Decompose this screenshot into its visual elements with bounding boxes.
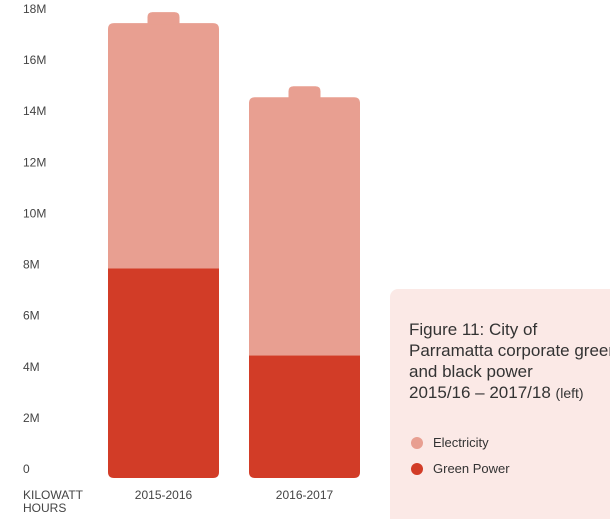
y-tick-label: 8M xyxy=(23,258,40,272)
battery-nub xyxy=(288,86,321,99)
y-tick-label: 2M xyxy=(23,411,40,425)
x-tick-label: 2015-2016 xyxy=(135,488,193,502)
y-tick-label: 16M xyxy=(23,53,46,67)
y-tick-label: 10M xyxy=(23,206,46,220)
bars xyxy=(108,12,360,478)
caption-title: Figure 11: City of Parramatta corporate … xyxy=(409,320,610,381)
y-tick-label: 14M xyxy=(23,104,46,118)
legend-swatch-electricity xyxy=(411,436,423,449)
caption-suffix: (left) xyxy=(555,385,584,401)
y-tick-label: 4M xyxy=(23,360,40,374)
x-axis-categories: 2015-2016 2016-2017 xyxy=(135,488,334,502)
bar-segment-electricity xyxy=(108,23,219,269)
y-tick-label: 6M xyxy=(23,309,40,323)
y-tick-label: 18M xyxy=(23,2,46,16)
legend-item-green-power: Green Power xyxy=(411,461,510,476)
y-axis-title-line1: KILOWATT xyxy=(23,488,84,502)
legend-label-electricity: Electricity xyxy=(433,435,489,450)
caption-years: 2015/16 – 2017/18 xyxy=(409,383,551,402)
y-axis-ticks: 0 2M 4M 6M 8M 10M 12M 14M 16M 18M xyxy=(23,2,46,476)
y-tick-label: 0 xyxy=(23,462,30,476)
battery-nub xyxy=(147,12,180,25)
caption-panel: Figure 11: City of Parramatta corporate … xyxy=(390,289,610,519)
figure-caption: Figure 11: City of Parramatta corporate … xyxy=(409,319,610,404)
bar-segment-green-power xyxy=(249,355,360,478)
legend-label-green-power: Green Power xyxy=(433,461,510,476)
legend-item-electricity: Electricity xyxy=(411,435,489,450)
y-tick-label: 12M xyxy=(23,155,46,169)
bar-segment-electricity xyxy=(249,97,360,356)
x-tick-label: 2016-2017 xyxy=(276,488,334,502)
bar-segment-green-power xyxy=(108,268,219,478)
legend-swatch-green-power xyxy=(411,462,423,475)
y-axis-title-line2: HOURS xyxy=(23,501,66,513)
